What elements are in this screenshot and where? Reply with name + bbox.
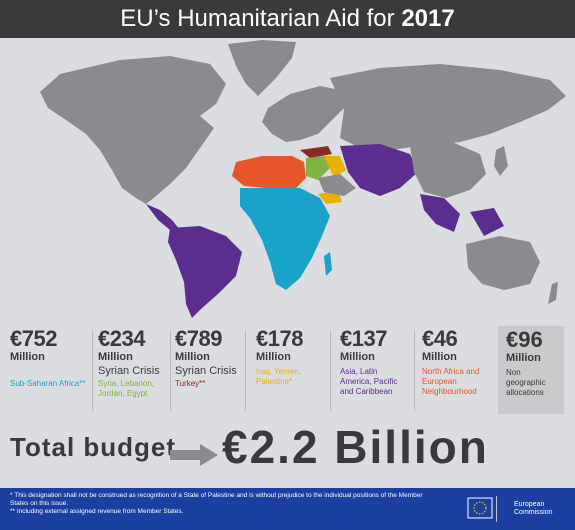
allocation-unit: Million <box>506 352 541 364</box>
allocation-amount: €178 <box>256 326 303 351</box>
total-budget-row: Total budget €2.2 Billion <box>0 420 575 482</box>
madagascar-shape <box>324 252 332 276</box>
southeast-asia-shape <box>420 194 504 236</box>
footnotes: * This designation shall not be construe… <box>10 492 440 516</box>
arabia-shape <box>318 174 356 196</box>
allocation-unit: Million <box>10 351 45 363</box>
allocation-unit: Million <box>340 351 375 363</box>
total-label: Total budget <box>10 432 177 462</box>
mideast-shape <box>318 156 346 204</box>
syria-region-shape <box>306 156 330 180</box>
logo-line-1: European <box>514 501 545 508</box>
allocation-unit: Million <box>175 351 210 363</box>
allocation-mideast: €178 Million Iraq, Yemen, Palestine* <box>256 327 322 415</box>
allocation-sub: Turkey** <box>175 379 206 388</box>
north-africa-shape <box>232 156 306 188</box>
central-asia-shape <box>340 144 418 196</box>
allocation-sub: Sub-Saharan Africa** <box>10 379 86 388</box>
allocation-amount: €234 <box>98 326 145 351</box>
divider <box>414 331 415 411</box>
allocation-sub: Asia, Latin America, Pacific and Caribbe… <box>340 367 398 396</box>
japan-shape <box>494 146 508 176</box>
europe-shape <box>262 86 344 142</box>
allocation-sub: Syria, Lebanon, Jordan, Egypt <box>98 379 155 398</box>
footer: * This designation shall not be construe… <box>0 488 575 530</box>
world-map-svg <box>40 40 566 318</box>
central-america-shape <box>146 204 180 230</box>
greenland-shape <box>228 40 296 96</box>
allocation-north-africa: €46 Million North Africa and European Ne… <box>422 327 494 415</box>
allocation-sub: North Africa and European Neighbourhood <box>422 367 480 396</box>
allocation-turkey: €789 Million Syrian Crisis Turkey** <box>175 327 241 415</box>
allocation-sub: Non geographic allocations <box>506 368 546 397</box>
south-america-shape <box>168 226 242 318</box>
allocation-unit: Million <box>98 351 133 363</box>
divider <box>245 331 246 411</box>
world-map <box>0 38 575 323</box>
divider <box>170 331 171 411</box>
allocation-amount: €137 <box>340 326 387 351</box>
allocation-amount: €752 <box>10 326 57 351</box>
logo-text: European Commission <box>514 501 553 517</box>
logo-line-2: Commission <box>514 509 553 516</box>
non-geographic-box: €96 Million Non geographic allocations <box>498 326 564 414</box>
title-prefix: EU’s Humanitarian Aid for <box>120 5 395 32</box>
title-year: 2017 <box>401 5 455 32</box>
allocation-non-geographic: €96 Million Non geographic allocations <box>506 328 560 398</box>
allocation-sub-saharan: €752 Million Sub-Saharan Africa** <box>10 327 88 415</box>
divider <box>92 331 93 411</box>
allocation-amount: €46 <box>422 326 458 351</box>
allocation-unit: Million <box>256 351 291 363</box>
sub-saharan-africa-shape <box>240 188 330 290</box>
allocation-asia-latam: €137 Million Asia, Latin America, Pacifi… <box>340 327 410 415</box>
north-america-shape <box>40 56 226 204</box>
page-title: EU’s Humanitarian Aid for 2017 <box>0 0 575 38</box>
east-asia-shape <box>410 142 486 198</box>
footnote-1: * This designation shall not be construe… <box>10 492 423 507</box>
footnote-2: ** Including external assigned revenue f… <box>10 508 184 515</box>
australia-shape <box>466 236 540 290</box>
allocation-label: Syrian Crisis <box>175 365 237 377</box>
allocation-syria: €234 Million Syrian Crisis Syria, Lebano… <box>98 327 166 415</box>
allocation-amount: €789 <box>175 326 222 351</box>
arrow-right-icon <box>170 444 218 466</box>
allocation-unit: Million <box>422 351 457 363</box>
north-asia-shape <box>330 64 566 150</box>
allocation-sub: Iraq, Yemen, Palestine* <box>256 367 301 386</box>
divider <box>330 331 331 411</box>
new-zealand-shape <box>548 282 558 304</box>
total-value: €2.2 Billion <box>222 421 489 473</box>
allocation-amount: €96 <box>506 327 543 352</box>
turkey-shape <box>300 146 332 158</box>
european-commission-logo <box>467 496 497 522</box>
allocations-row: €752 Million Sub-Saharan Africa** €234 M… <box>0 325 575 417</box>
allocation-label: Syrian Crisis <box>98 365 160 377</box>
